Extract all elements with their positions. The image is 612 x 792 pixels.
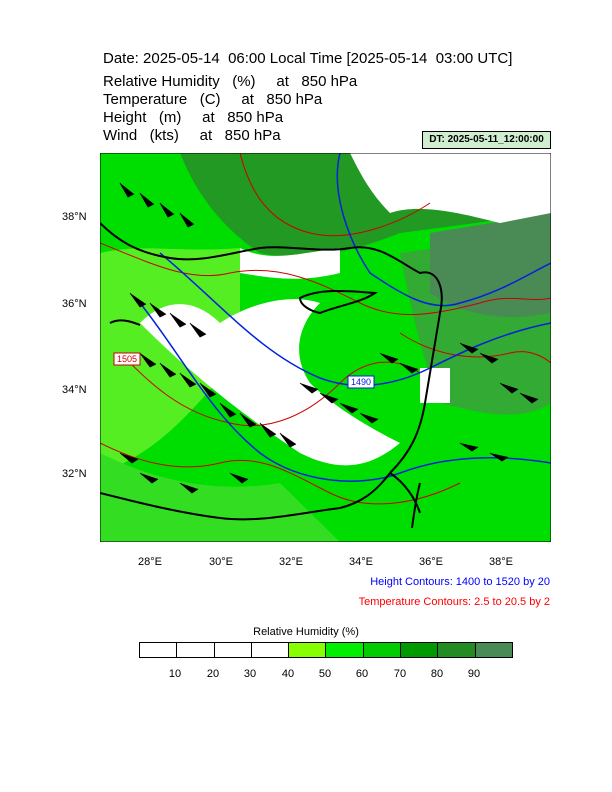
- rh-band-lightgreen: [100, 453, 340, 542]
- lon-label-34: 34°E: [349, 556, 373, 568]
- lon-label-30: 30°E: [209, 556, 233, 568]
- variable-height: Height (m) at 850 hPa: [103, 109, 284, 126]
- lat-label-38: 38°N: [62, 211, 87, 223]
- colorbar-swatch: [289, 643, 327, 657]
- colorbar-label-10: 10: [168, 668, 182, 680]
- colorbar-swatch: [251, 643, 290, 657]
- contour-label-1505: 1505: [117, 354, 137, 364]
- colorbar-swatch: [363, 643, 402, 657]
- egypt-coast: [100, 472, 391, 521]
- colorbar-label-90: 90: [467, 668, 481, 680]
- lon-label-32: 32°E: [279, 556, 303, 568]
- height-contour: [139, 302, 551, 482]
- lat-label-32: 32°N: [62, 468, 87, 480]
- height-contours-note: Height Contours: 1400 to 1520 by 20: [370, 576, 550, 588]
- contour-label-1490: 1490: [351, 377, 371, 387]
- temperature-contour: [100, 442, 461, 505]
- colorbar-label-60: 60: [355, 668, 369, 680]
- colorbar-swatch: [326, 643, 364, 657]
- init-time-box: DT: 2025-05-11_12:00:00: [422, 131, 551, 149]
- variable-temperature: Temperature (C) at 850 hPa: [103, 91, 323, 108]
- variable-rh: Relative Humidity (%) at 850 hPa: [103, 73, 358, 90]
- rh-dry-region: [140, 299, 400, 466]
- sinai-coast: [389, 472, 421, 514]
- cyprus: [298, 289, 378, 315]
- rh-white-patch: [420, 368, 450, 403]
- colorbar-label-40: 40: [281, 668, 295, 680]
- colorbar-swatch: [475, 643, 512, 657]
- colorbar-label-50: 50: [318, 668, 332, 680]
- colorbar-swatch: [401, 643, 439, 657]
- lon-label-28: 28°E: [138, 556, 162, 568]
- colorbar-label-80: 80: [430, 668, 444, 680]
- temperature-contour: [399, 332, 551, 364]
- wind-barbs: [119, 182, 539, 494]
- colorbar-swatch: [214, 643, 252, 657]
- plot-title: Date: 2025-05-14 06:00 Local Time [2025-…: [103, 50, 513, 67]
- rh-white-north: [350, 153, 551, 223]
- lat-label-34: 34°N: [62, 384, 87, 396]
- levant-coast: [389, 312, 441, 474]
- height-contour: [336, 153, 551, 307]
- colorbar-swatch: [438, 643, 476, 657]
- colorbar-swatch: [140, 643, 178, 657]
- lon-label-38: 38°E: [489, 556, 513, 568]
- temperature-contour: [239, 153, 431, 237]
- crete: [109, 319, 141, 326]
- rh-dark-northeast: [430, 213, 551, 317]
- weather-map: 1505 1490: [100, 153, 551, 542]
- lon-label-36: 36°E: [419, 556, 443, 568]
- colorbar-swatch: [177, 643, 215, 657]
- gulf-of-aqaba: [411, 482, 421, 529]
- turkey-coast: [100, 222, 443, 314]
- colorbar-label-20: 20: [206, 668, 220, 680]
- colorbar-label-30: 30: [243, 668, 257, 680]
- colorbar-title: Relative Humidity (%): [253, 626, 359, 638]
- temperature-contour: [119, 352, 421, 427]
- temperature-contours-note: Temperature Contours: 2.5 to 20.5 by 2: [358, 596, 550, 608]
- temperature-contour: [100, 242, 551, 316]
- colorbar-label-70: 70: [393, 668, 407, 680]
- rh-band-bright: [100, 248, 240, 473]
- variable-wind: Wind (kts) at 850 hPa: [103, 127, 281, 144]
- colorbar: [139, 642, 513, 658]
- lat-label-36: 36°N: [62, 298, 87, 310]
